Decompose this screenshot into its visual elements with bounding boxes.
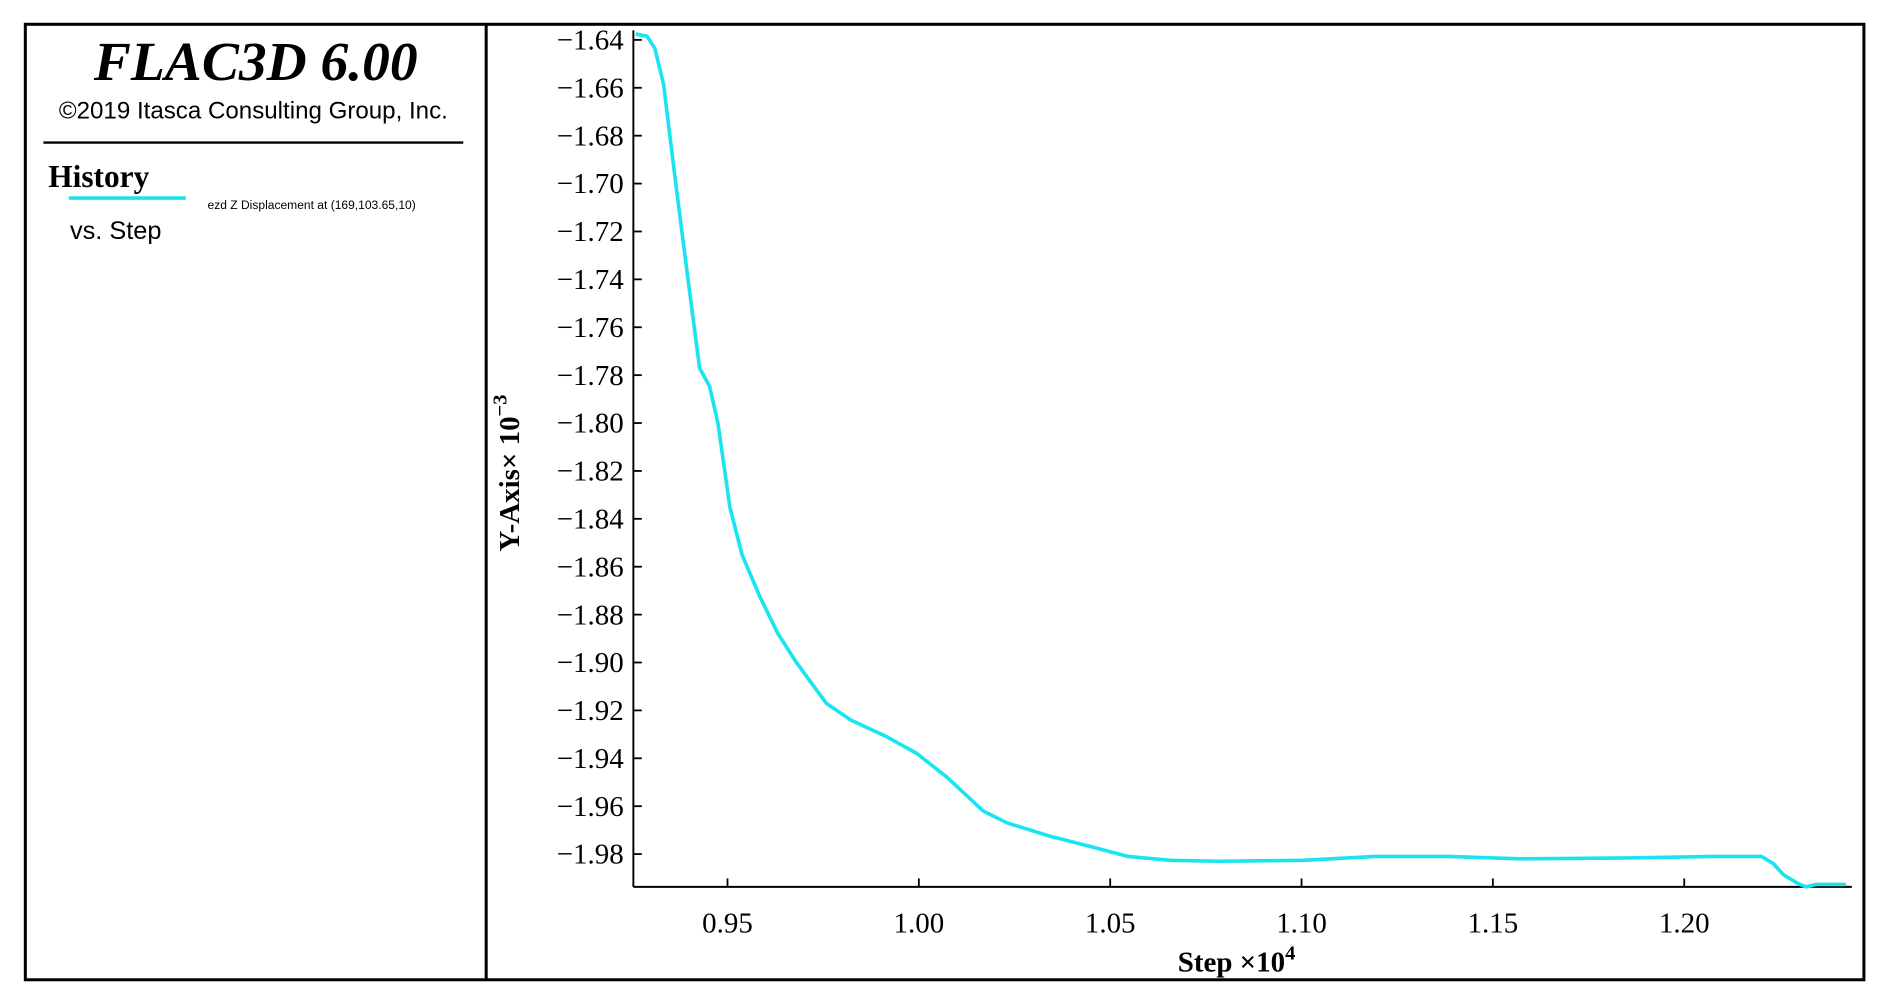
legend-label: ezd Z Displacement at (169,103.65,10) <box>208 198 416 212</box>
x-tick-label: 1.05 <box>1085 908 1136 940</box>
x-label-exponent: 4 <box>1285 942 1295 964</box>
y-tick-label: −1.68 <box>557 120 624 152</box>
x-tick-label: 1.20 <box>1659 908 1710 940</box>
y-label-exponent: −3 <box>490 395 512 417</box>
plot-kind: History <box>48 159 149 194</box>
copyright: ©2019 Itasca Consulting Group, Inc. <box>59 97 448 124</box>
y-tick-label: −1.66 <box>557 72 624 104</box>
y-tick-label: −1.98 <box>557 839 624 871</box>
y-tick-label: −1.70 <box>557 168 624 200</box>
y-axis-label: Y-Axis× 10−3 <box>490 395 526 552</box>
y-tick-label: −1.84 <box>557 503 624 535</box>
history-line <box>635 32 1847 889</box>
y-tick-label: −1.76 <box>557 312 624 344</box>
outer-frame <box>23 22 1866 982</box>
y-tick-label: −1.78 <box>557 360 624 392</box>
y-tick-label: −1.86 <box>557 551 624 583</box>
y-tick-label: −1.90 <box>557 647 624 679</box>
x-label-text: Step ×10 <box>1178 946 1285 978</box>
x-axis-label: Step ×104 <box>1178 942 1296 978</box>
x-tick-label: 1.15 <box>1468 908 1519 940</box>
y-tick-label: −1.88 <box>557 599 624 631</box>
y-tick-label: −1.96 <box>557 791 624 823</box>
y-label-text: Y-Axis× 10 <box>494 416 526 551</box>
x-tick-label: 1.10 <box>1276 908 1327 940</box>
y-tick-label: −1.74 <box>557 264 624 296</box>
y-tick-label: −1.80 <box>557 408 624 440</box>
app-title: FLAC3D 6.00 <box>93 32 418 93</box>
y-tick-label: −1.64 <box>557 25 624 57</box>
x-description: vs. Step <box>70 217 162 245</box>
y-tick-label: −1.82 <box>557 456 624 488</box>
x-tick-label: 0.95 <box>702 908 753 940</box>
y-tick-label: −1.72 <box>557 216 624 248</box>
y-tick-label: −1.92 <box>557 695 624 727</box>
y-tick-label: −1.94 <box>557 743 624 775</box>
x-tick-label: 1.00 <box>894 908 945 940</box>
